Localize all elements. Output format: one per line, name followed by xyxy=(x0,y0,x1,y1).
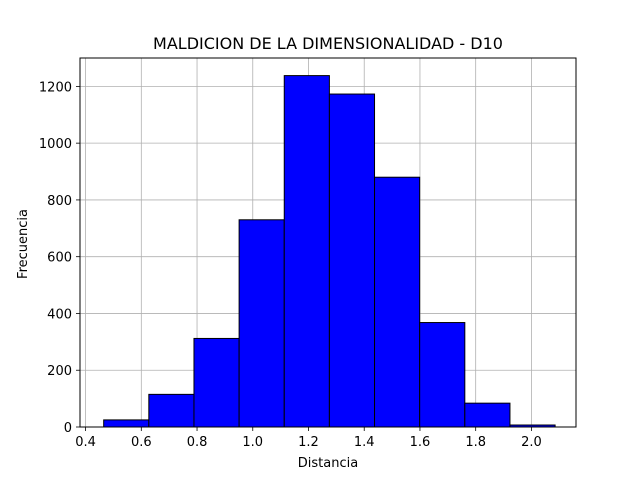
y-axis-label: Frecuencia xyxy=(16,209,31,279)
histogram-bar xyxy=(283,75,330,428)
y-tick-label: 0 xyxy=(64,421,72,436)
histogram-bar xyxy=(374,176,421,428)
y-tick-label: 600 xyxy=(47,251,72,266)
x-tick-label: 1.4 xyxy=(354,435,375,450)
plot-frame xyxy=(79,57,577,428)
histogram-bar xyxy=(464,402,511,428)
x-tick-label: 0.6 xyxy=(131,435,152,450)
y-tick-label: 200 xyxy=(47,364,72,379)
histogram-bar xyxy=(238,219,285,428)
x-tick-label: 0.8 xyxy=(187,435,208,450)
y-axis-ticks: 0 200 400 600 800 1000 1200 xyxy=(39,80,80,436)
x-tick-label: 1.0 xyxy=(242,435,263,450)
histogram-bars xyxy=(103,75,556,428)
x-tick-label: 2.0 xyxy=(521,435,542,450)
y-tick-label: 400 xyxy=(47,307,72,322)
chart-title: MALDICION DE LA DIMENSIONALIDAD - D10 xyxy=(153,34,503,53)
x-tick-label: 0.4 xyxy=(75,435,96,450)
x-axis-label: Distancia xyxy=(298,456,358,471)
histogram-bar xyxy=(419,322,466,428)
histogram-bar xyxy=(193,337,240,428)
histogram-bar xyxy=(103,419,150,428)
x-axis-ticks: 0.4 0.6 0.8 1.0 1.2 1.4 1.6 1.8 2.0 xyxy=(75,427,542,450)
x-tick-label: 1.8 xyxy=(465,435,486,450)
y-tick-label: 1000 xyxy=(39,137,72,152)
histogram-bar xyxy=(328,93,376,428)
x-tick-label: 1.6 xyxy=(410,435,431,450)
y-tick-label: 800 xyxy=(47,194,72,209)
x-tick-label: 1.2 xyxy=(298,435,319,450)
y-tick-label: 1200 xyxy=(39,80,72,95)
histogram-bar xyxy=(148,393,195,428)
